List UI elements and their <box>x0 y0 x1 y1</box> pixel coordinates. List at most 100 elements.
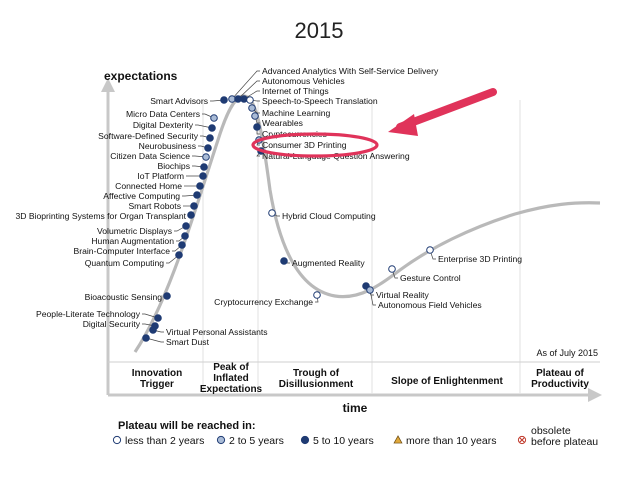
tech-marker <box>154 314 162 322</box>
tech-marker <box>280 257 288 265</box>
tech-label: Volumetric Displays <box>97 226 172 236</box>
tech-label: Internet of Things <box>262 86 329 96</box>
tech-marker <box>178 241 186 249</box>
highlight-arrow-head <box>388 114 418 136</box>
tech-marker <box>196 182 204 190</box>
tech-marker <box>313 291 321 299</box>
tech-marker <box>202 153 210 161</box>
tech-marker <box>149 326 157 334</box>
tech-label: Autonomous Field Vehicles <box>378 300 482 310</box>
tech-marker <box>220 96 228 104</box>
legend-label-lt2: less than 2 years <box>125 435 204 447</box>
tech-leader <box>369 289 376 306</box>
tech-marker <box>190 202 198 210</box>
tech-marker <box>388 265 396 273</box>
legend-title: Plateau will be reached in: <box>118 420 256 432</box>
tech-label: Brain-Computer Interface <box>74 246 171 256</box>
year-title: 2015 <box>294 18 344 43</box>
legend-marker-2to5 <box>216 435 226 445</box>
tech-label: Citizen Data Science <box>110 151 190 161</box>
tech-label: Software-Defined Security <box>98 131 199 141</box>
x-axis-label: time <box>343 401 368 415</box>
tech-marker <box>208 124 216 132</box>
tech-marker <box>251 112 259 120</box>
tech-label: Autonomous Vehicles <box>262 76 345 86</box>
hype-curve <box>133 94 601 353</box>
tech-label: Smart Robots <box>128 201 181 211</box>
highlight-ring <box>251 132 379 158</box>
tech-label: Digital Security <box>83 319 141 329</box>
tech-label: Bioacoustic Sensing <box>85 292 163 302</box>
tech-leader <box>182 194 198 197</box>
tech-leader <box>166 254 180 264</box>
tech-marker <box>253 123 261 131</box>
tech-marker <box>200 163 208 171</box>
phase-label-trough: Trough of <box>293 368 340 379</box>
obsolete-cross <box>519 437 525 443</box>
highlight-arrow-shaft <box>396 88 497 131</box>
tech-label: Hybrid Cloud Computing <box>282 211 376 221</box>
tech-label: Neurobusiness <box>139 141 196 151</box>
tech-marker <box>268 209 276 217</box>
tech-marker <box>187 211 195 219</box>
phase-label-innovation: Innovation <box>132 368 183 379</box>
tech-label: Gesture Control <box>400 273 461 283</box>
tech-marker <box>199 172 207 180</box>
tech-marker <box>426 246 434 254</box>
tech-marker <box>246 96 254 104</box>
y-axis-label: expectations <box>104 69 178 83</box>
legend-marker-gt10 <box>393 435 403 444</box>
tech-marker <box>210 114 218 122</box>
tech-label: Smart Advisors <box>150 96 208 106</box>
legend-label-2to5: 2 to 5 years <box>229 435 284 447</box>
tech-leader <box>243 90 260 100</box>
tech-label: Smart Dust <box>166 337 210 347</box>
tech-label: Virtual Personal Assistants <box>166 327 268 337</box>
tech-leader <box>142 313 159 319</box>
phase-label-peak: Inflated <box>213 373 249 384</box>
legend-label-gt10: more than 10 years <box>406 435 496 447</box>
tech-marker <box>366 286 374 294</box>
phase-label-innovation: Trigger <box>140 379 174 390</box>
tech-marker <box>163 292 171 300</box>
tech-marker <box>206 134 214 142</box>
tech-label: Quantum Computing <box>85 258 165 268</box>
tech-label: Human Augmentation <box>91 236 174 246</box>
y-axis-arrow <box>101 78 115 92</box>
phase-label-peak: Expectations <box>200 384 263 395</box>
tech-label: Wearables <box>262 118 303 128</box>
tech-label: Enterprise 3D Printing <box>438 254 522 264</box>
legend-label-obsolete: before plateau <box>531 436 598 448</box>
tech-label: People-Literate Technology <box>36 309 141 319</box>
phase-label-plateau: Plateau of <box>536 368 584 379</box>
tech-leader <box>231 70 260 100</box>
tech-label: Consumer 3D Printing <box>262 140 347 150</box>
legend-label-obsolete: obsolete <box>531 425 571 437</box>
tech-label: Machine Learning <box>262 108 331 118</box>
legend-label-5to10: 5 to 10 years <box>313 435 374 447</box>
tech-marker <box>248 104 256 112</box>
phase-label-peak: Peak of <box>213 362 249 373</box>
phase-label-plateau: Productivity <box>531 379 589 390</box>
legend-marker-5to10 <box>300 435 310 445</box>
tech-label: Augmented Reality <box>292 258 365 268</box>
tech-marker <box>175 251 183 259</box>
phase-label-slope: Slope of Enlightenment <box>391 376 503 387</box>
phase-label-trough: Disillusionment <box>279 379 354 390</box>
tech-label: Connected Home <box>115 181 182 191</box>
tech-marker <box>204 144 212 152</box>
legend-marker-lt2 <box>112 435 122 445</box>
x-axis-arrow <box>588 388 602 402</box>
as-of-note: As of July 2015 <box>536 348 598 358</box>
tech-marker <box>181 232 189 240</box>
tech-label: Micro Data Centers <box>126 109 200 119</box>
tech-label: IoT Platform <box>137 171 184 181</box>
tech-marker <box>142 334 150 342</box>
tech-leader <box>145 337 164 343</box>
tech-label: Advanced Analytics With Self-Service Del… <box>262 66 439 76</box>
legend-marker-obsolete <box>517 435 527 445</box>
tech-marker <box>182 222 190 230</box>
tech-marker <box>240 95 248 103</box>
